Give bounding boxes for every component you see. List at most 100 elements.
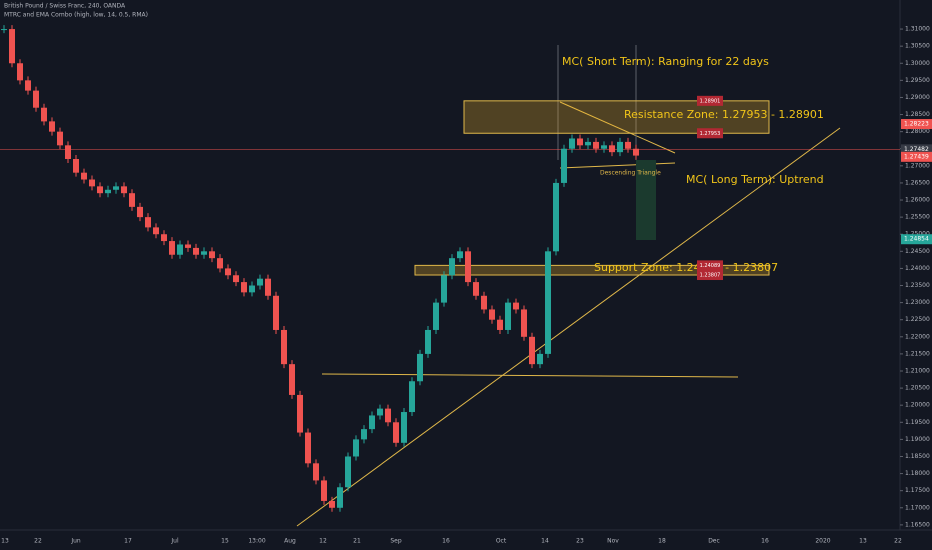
candle xyxy=(289,364,295,395)
y-tick-label: 1.18000 xyxy=(905,470,930,477)
candle xyxy=(281,329,287,365)
candle xyxy=(209,251,215,259)
candle xyxy=(225,268,231,276)
x-tick-label: 15 xyxy=(221,538,229,545)
candle xyxy=(41,107,47,122)
zone-label: Support Zone: 1.24089 - 1.23807 xyxy=(594,261,778,274)
y-tick-label: 1.23500 xyxy=(905,282,930,289)
y-tick-label: 1.29000 xyxy=(905,94,930,101)
candle xyxy=(353,439,359,457)
x-tick-label: 21 xyxy=(353,538,361,545)
candle xyxy=(97,186,103,194)
candle xyxy=(609,145,615,153)
price-tag xyxy=(901,234,932,245)
y-tick-label: 1.30500 xyxy=(905,43,930,50)
y-tick-label: 1.18500 xyxy=(905,453,930,460)
candle xyxy=(185,244,191,248)
y-tick-label: 1.22000 xyxy=(905,333,930,340)
x-tick-label: 23 xyxy=(576,538,584,545)
candle xyxy=(585,141,591,146)
y-tick-label: 1.21500 xyxy=(905,350,930,357)
zone-price-tag xyxy=(697,95,723,106)
x-tick-label: Aug xyxy=(284,538,296,545)
x-tick-label: Dec xyxy=(708,538,720,545)
candle xyxy=(153,227,159,235)
candle xyxy=(529,336,535,365)
y-tick-label: 1.16500 xyxy=(905,521,930,528)
y-tick-label: 1.28500 xyxy=(905,111,930,118)
y-tick-label: 1.19000 xyxy=(905,436,930,443)
x-tick-label: Oct xyxy=(496,538,507,545)
candle xyxy=(129,193,135,207)
candle xyxy=(321,480,327,501)
zone-price: 1.24089 xyxy=(700,263,721,269)
x-tick-label: 16 xyxy=(761,538,769,545)
candle xyxy=(601,145,607,149)
candle xyxy=(49,121,55,132)
x-tick-label: 22 xyxy=(34,538,42,545)
candle xyxy=(169,241,175,255)
price-tag-label: 1.27482 xyxy=(904,146,929,153)
candle xyxy=(65,145,71,159)
candle xyxy=(313,463,319,481)
price-tag xyxy=(901,119,932,130)
x-tick-label: Sep xyxy=(390,538,402,545)
zone-price: 1.23807 xyxy=(700,273,721,279)
candle xyxy=(465,251,471,283)
candle xyxy=(233,275,239,283)
price-tag xyxy=(901,144,932,155)
candle xyxy=(297,394,303,433)
price-tag-label: 1.28223 xyxy=(904,121,929,128)
candle xyxy=(217,258,223,269)
zone-price-tag xyxy=(697,260,723,271)
candle xyxy=(17,63,23,81)
candle xyxy=(25,80,31,91)
zone-price: 1.27953 xyxy=(700,131,721,137)
x-tick-label: Nov xyxy=(607,538,619,545)
x-tick-label: 16 xyxy=(442,538,450,545)
candle xyxy=(1,29,7,31)
y-tick-label: 1.21000 xyxy=(905,368,930,375)
y-tick-label: 1.28000 xyxy=(905,128,930,135)
x-tick-label: 13:00 xyxy=(248,538,265,545)
candle xyxy=(401,412,407,443)
candle xyxy=(249,285,255,293)
candle xyxy=(385,408,391,423)
y-tick-label: 1.27000 xyxy=(905,162,930,169)
triangle-line xyxy=(559,101,676,154)
y-tick-label: 1.26000 xyxy=(905,197,930,204)
y-tick-label: 1.24500 xyxy=(905,248,930,255)
candle xyxy=(449,258,455,276)
candle xyxy=(105,189,111,194)
candle xyxy=(593,141,599,149)
candle xyxy=(201,251,207,255)
zone xyxy=(414,264,770,276)
candle xyxy=(305,432,311,464)
candle xyxy=(161,234,167,242)
annotation: MC( Long Term): Uptrend xyxy=(686,173,824,186)
candle xyxy=(553,182,559,252)
candle xyxy=(489,309,495,320)
candle xyxy=(33,90,39,108)
candle xyxy=(505,302,511,330)
candle xyxy=(569,138,575,149)
candle xyxy=(9,29,15,64)
y-tick-label: 1.30000 xyxy=(905,60,930,67)
candle xyxy=(393,422,399,443)
candle xyxy=(121,186,127,194)
candle xyxy=(89,179,95,187)
zone-price-tag xyxy=(697,270,723,281)
candle xyxy=(577,138,583,146)
candle xyxy=(81,172,87,180)
candle xyxy=(617,141,623,153)
trend-line xyxy=(296,127,841,527)
candle xyxy=(345,456,351,488)
candle xyxy=(481,295,487,310)
candle xyxy=(241,282,247,293)
candle xyxy=(369,415,375,430)
candle xyxy=(625,141,631,149)
zone-price: 1.28901 xyxy=(700,98,721,104)
candle xyxy=(177,244,183,255)
candle xyxy=(257,278,263,286)
y-tick-label: 1.31000 xyxy=(905,26,930,33)
